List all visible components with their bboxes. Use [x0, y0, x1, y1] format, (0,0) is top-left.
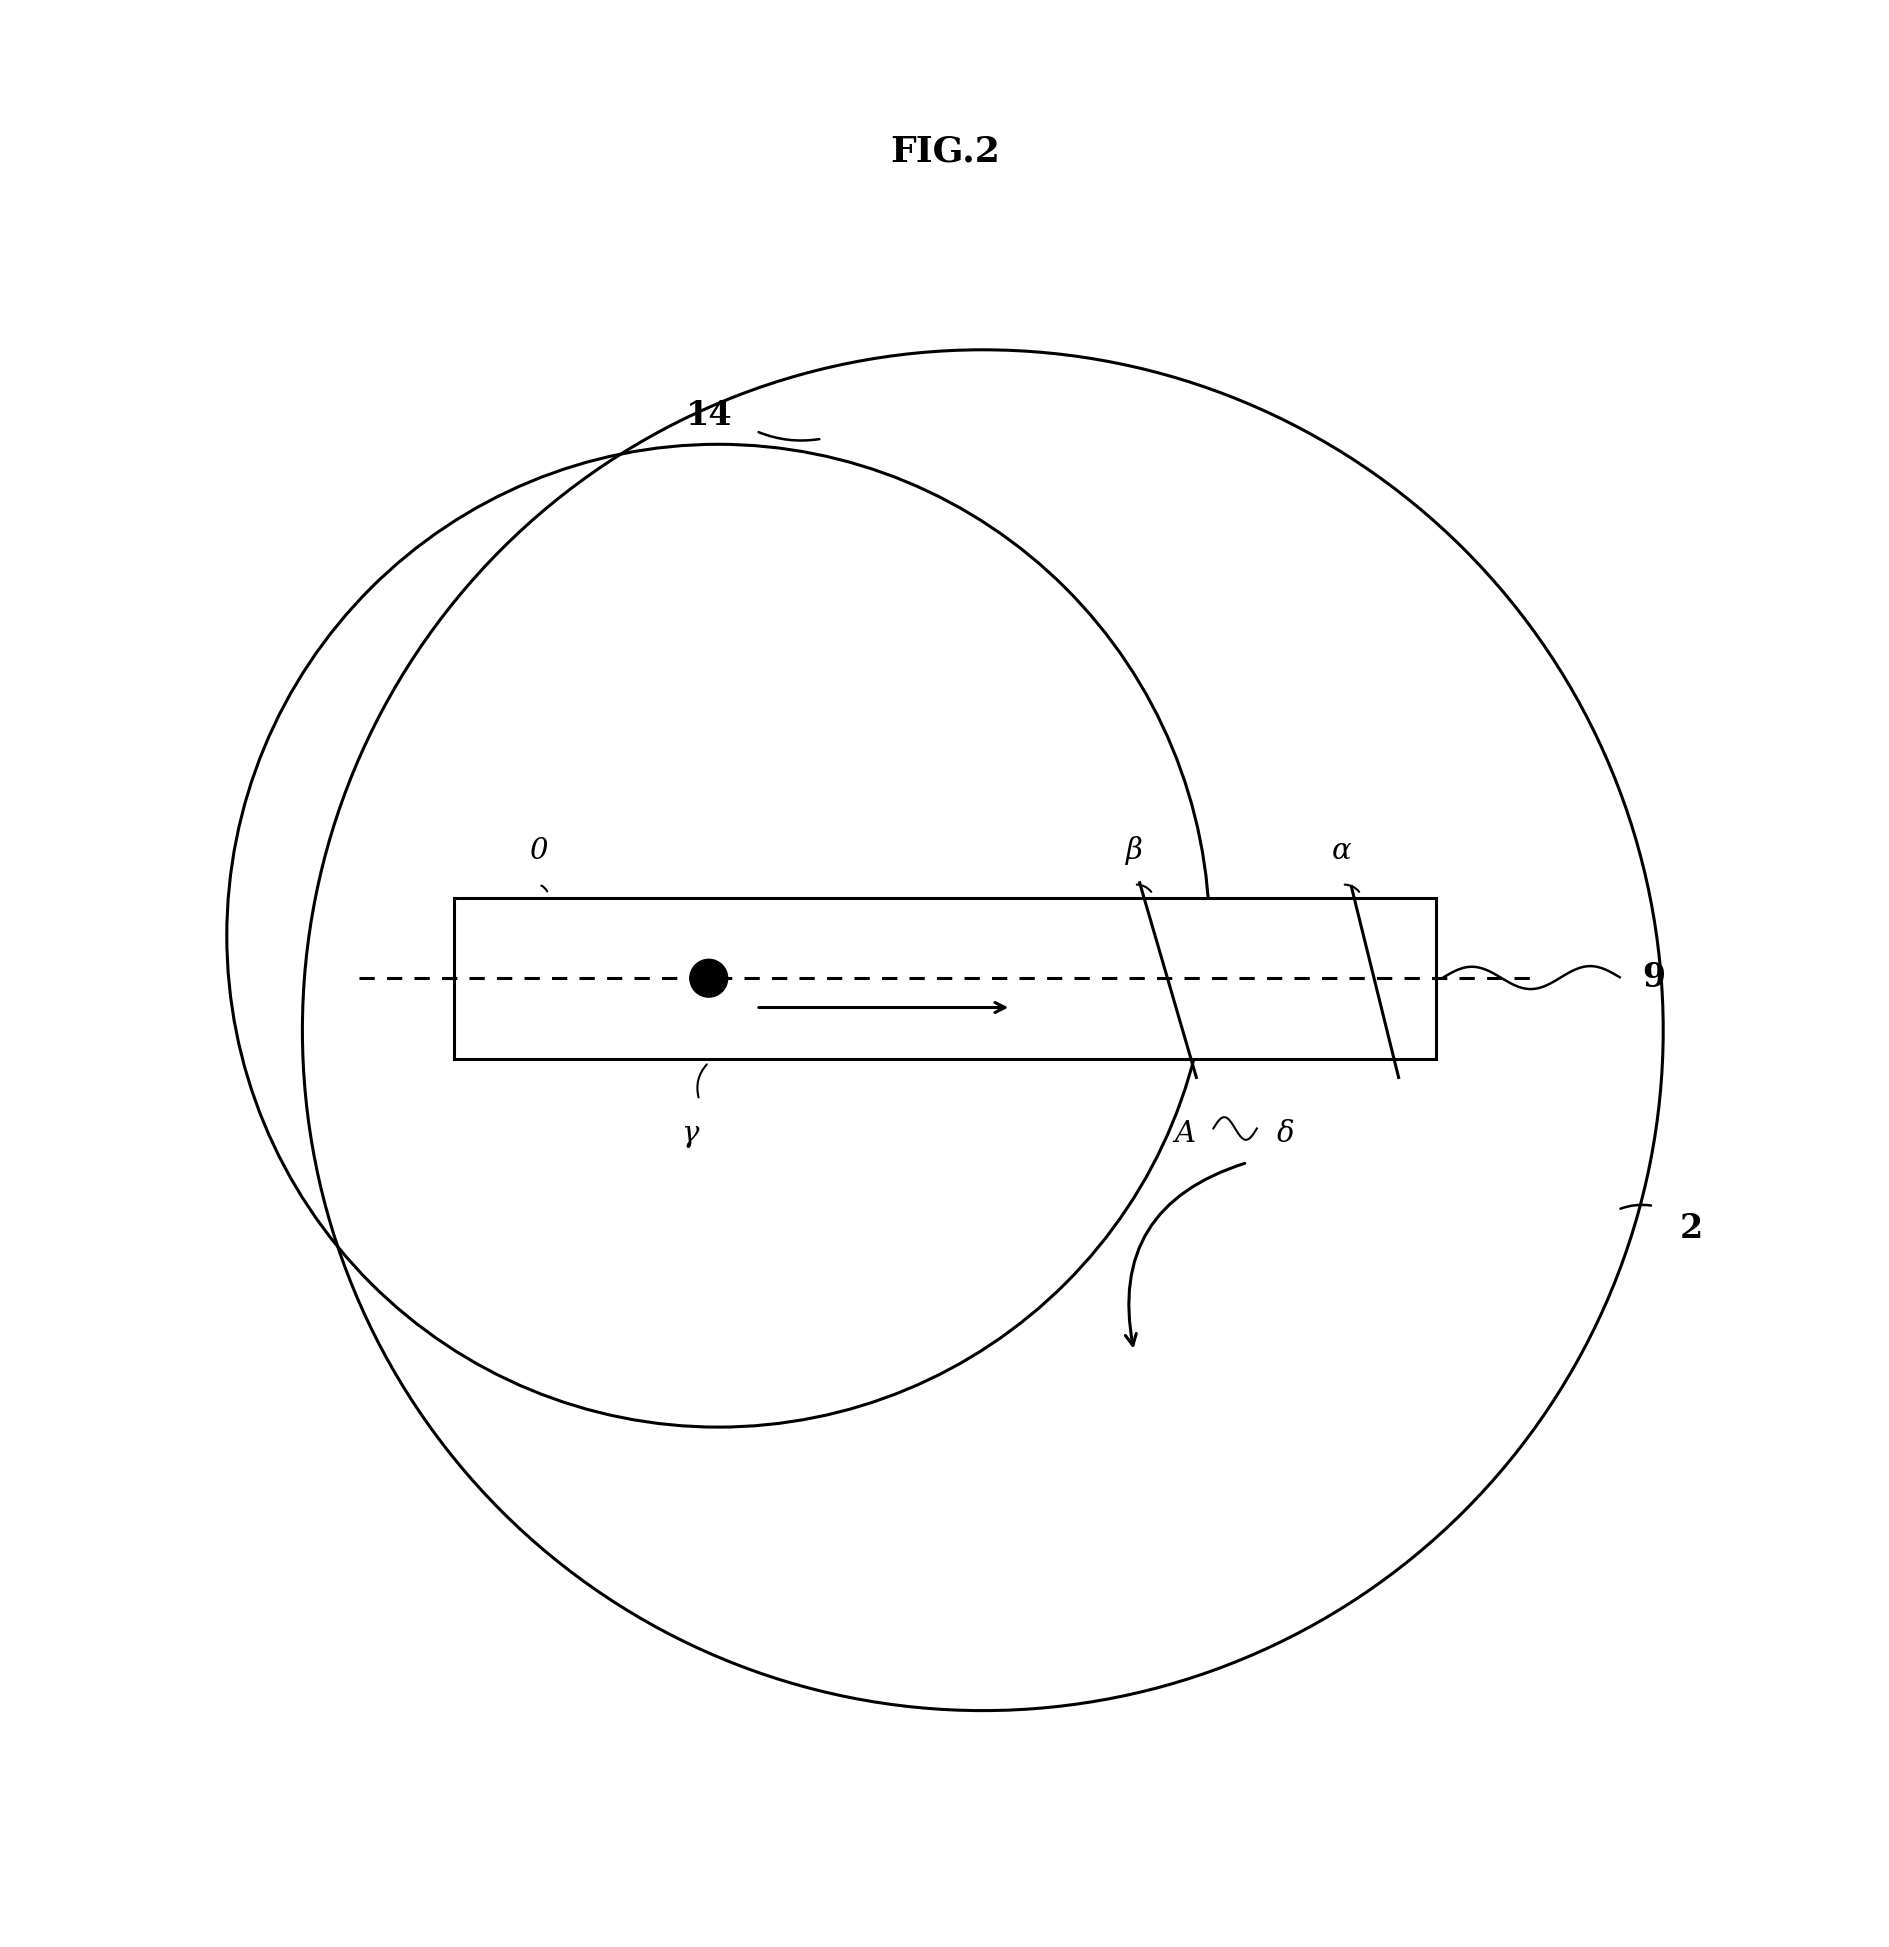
Text: α: α	[1332, 837, 1351, 864]
Circle shape	[689, 960, 727, 997]
Text: 0: 0	[529, 837, 548, 864]
Bar	[453, 898, 1436, 1059]
Text: FIG.2: FIG.2	[890, 134, 999, 167]
Text: A: A	[1173, 1120, 1196, 1149]
Text: δ: δ	[1275, 1120, 1294, 1149]
Text: γ: γ	[680, 1120, 699, 1149]
Text: 14: 14	[686, 399, 731, 432]
Text: 2: 2	[1679, 1213, 1702, 1246]
Text: 9: 9	[1642, 960, 1664, 993]
Text: β: β	[1126, 835, 1141, 864]
